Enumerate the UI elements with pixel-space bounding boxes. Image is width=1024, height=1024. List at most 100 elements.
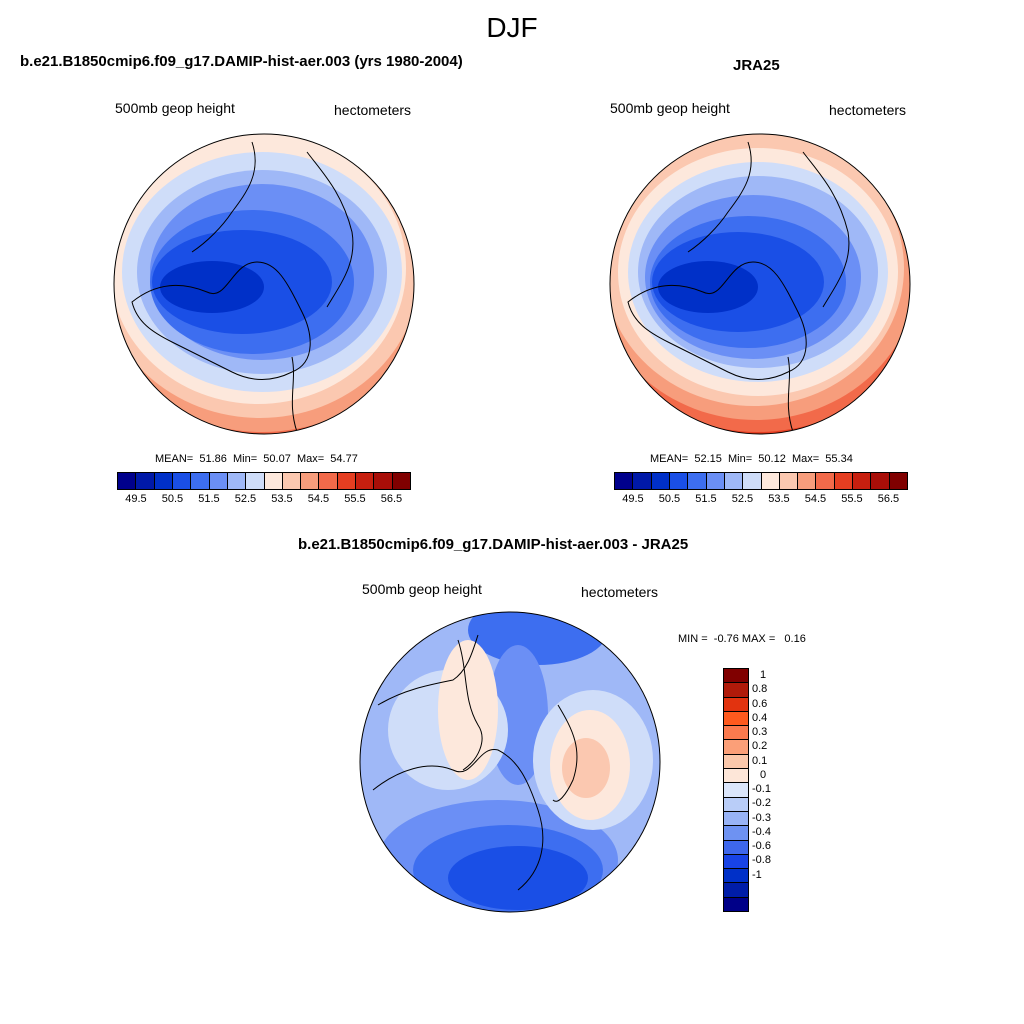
- obs-polar-map: [609, 133, 911, 435]
- colorbar-swatch: [318, 473, 337, 489]
- coastline: [802, 151, 850, 308]
- coastline: [457, 639, 483, 771]
- coastline: [687, 141, 752, 253]
- colorbar-swatch: [687, 473, 706, 489]
- colorbar-tick-label: 1: [760, 669, 767, 682]
- colorbar-tick-label: -0.8: [752, 854, 771, 867]
- model-units-label: hectometers: [334, 102, 412, 118]
- colorbar-tick-label: 51.5: [695, 493, 717, 505]
- colorbar-swatch: [724, 782, 748, 797]
- colorbar-swatch: [852, 473, 871, 489]
- colorbar-swatch: [778, 473, 798, 489]
- colorbar-tick-label: 50.5: [161, 493, 184, 505]
- colorbar-tick-label: 55.5: [344, 493, 366, 505]
- colorbar-swatch: [391, 473, 410, 489]
- colorbar-swatch: [190, 473, 209, 489]
- colorbar-swatch: [724, 868, 748, 883]
- colorbar-swatch: [724, 853, 748, 869]
- diff-colorbar-labels: 1 0.8 0.6 0.4 0.3 0.2 0.1 0 -0.1 -0.2 -0.3 -0.4 -0.6…: [752, 668, 792, 910]
- obs-colorbar-labels: 49.5 50.5 51.5 52.5 53.5 54.5 55.5 56.5: [614, 493, 906, 507]
- colorbar-tick-label: 0.1: [752, 754, 768, 767]
- colorbar-tick-label: -0.4: [752, 825, 771, 838]
- colorbar-swatch: [724, 882, 748, 897]
- colorbar-tick-label: 0.4: [752, 711, 768, 724]
- coastline: [787, 356, 794, 433]
- obs-variable-label: 500mb geop height: [610, 100, 730, 116]
- colorbar-swatch: [723, 473, 743, 489]
- colorbar-tick-label: 0.3: [752, 726, 768, 739]
- colorbar-tick-label: 54.5: [804, 493, 827, 505]
- map-band: [438, 640, 498, 780]
- colorbar-swatch: [724, 739, 748, 754]
- model-colorbar: [117, 472, 411, 490]
- colorbar-tick-label: 49.5: [125, 493, 147, 505]
- colorbar-swatch: [118, 473, 136, 489]
- diff-polar-map: [359, 611, 661, 913]
- colorbar-tick-label: 51.5: [198, 493, 220, 505]
- figure-title: DJF: [486, 12, 538, 43]
- colorbar-swatch: [705, 473, 724, 489]
- colorbar-tick-label: 0: [760, 768, 767, 781]
- colorbar-swatch: [300, 473, 319, 489]
- colorbar-swatch: [632, 473, 651, 489]
- colorbar-swatch: [135, 473, 154, 489]
- diff-units-label: hectometers: [581, 584, 659, 600]
- colorbar-tick-label: 49.5: [622, 493, 644, 505]
- obs-panel-title: JRA25: [733, 57, 780, 74]
- colorbar-swatch: [615, 473, 633, 489]
- map-band: [160, 261, 264, 313]
- coastline: [191, 141, 256, 253]
- colorbar-tick-label: 0.6: [752, 697, 768, 710]
- colorbar-swatch: [724, 796, 748, 811]
- colorbar-swatch: [208, 473, 227, 489]
- coastline: [291, 356, 298, 433]
- coastline: [627, 261, 807, 380]
- colorbar-swatch: [815, 473, 834, 489]
- colorbar-swatch: [724, 768, 748, 783]
- colorbar-swatch: [171, 473, 191, 489]
- colorbar-tick-label: 56.5: [877, 493, 900, 505]
- colorbar-swatch: [226, 473, 246, 489]
- diff-colorbar: [723, 668, 749, 912]
- model-polar-map: [113, 133, 415, 435]
- colorbar-swatch: [281, 473, 301, 489]
- colorbar-swatch: [870, 473, 889, 489]
- coastline: [372, 749, 544, 891]
- colorbar-swatch: [724, 725, 748, 740]
- map-band: [468, 612, 608, 665]
- colorbar-tick-label: 0.2: [752, 740, 768, 753]
- colorbar-swatch: [263, 473, 282, 489]
- colorbar-swatch: [153, 473, 172, 489]
- model-variable-label: 500mb geop height: [115, 100, 235, 116]
- colorbar-swatch: [668, 473, 688, 489]
- colorbar-tick-label: -0.6: [752, 840, 771, 853]
- colorbar-swatch: [724, 753, 748, 769]
- colorbar-tick-label: -0.1: [752, 783, 771, 796]
- colorbar-tick-label: 55.5: [841, 493, 863, 505]
- colorbar-swatch: [888, 473, 907, 489]
- colorbar-tick-label: -0.3: [752, 811, 771, 824]
- colorbar-tick-label: -1: [752, 868, 762, 881]
- colorbar-swatch: [797, 473, 816, 489]
- obs-colorbar: [614, 472, 908, 490]
- colorbar-tick-label: 50.5: [658, 493, 681, 505]
- colorbar-swatch: [833, 473, 853, 489]
- colorbar-tick-label: -0.2: [752, 797, 771, 810]
- colorbar-swatch: [355, 473, 374, 489]
- diff-panel-title: b.e21.B1850cmip6.f09_g17.DAMIP-hist-aer.…: [298, 536, 689, 553]
- colorbar-tick-label: 53.5: [768, 493, 790, 505]
- colorbar-tick-label: 52.5: [731, 493, 754, 505]
- colorbar-swatch: [724, 682, 748, 697]
- colorbar-swatch: [724, 839, 748, 854]
- colorbar-swatch: [650, 473, 669, 489]
- map-band: [562, 738, 610, 798]
- coastline: [377, 634, 479, 706]
- colorbar-swatch: [724, 825, 748, 840]
- model-colorbar-labels: 49.5 50.5 51.5 52.5 53.5 54.5 55.5 56.5: [117, 493, 409, 507]
- obs-units-label: hectometers: [829, 102, 907, 118]
- colorbar-tick-label: 53.5: [271, 493, 293, 505]
- colorbar-swatch: [742, 473, 761, 489]
- colorbar-swatch: [724, 896, 748, 912]
- coastline: [552, 704, 578, 802]
- coastline: [131, 261, 311, 380]
